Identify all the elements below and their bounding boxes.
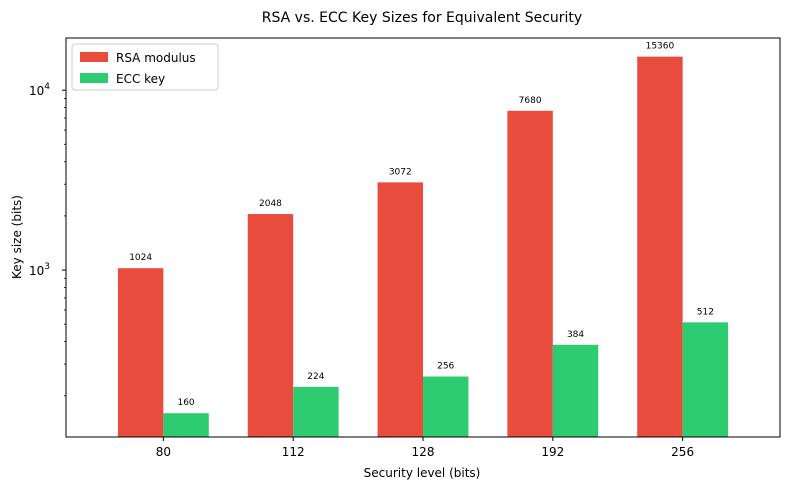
x-tick-label: 256 (671, 445, 694, 459)
plot-area: 1024 2048 3072 7680 15360 160 224 256 384 512 80 11… (29, 37, 781, 459)
legend-swatch (80, 73, 108, 83)
legend: RSA modulus ECC key (71, 43, 219, 91)
y-tick-label: 104 (29, 82, 50, 98)
bar-value-label: 256 (437, 361, 454, 371)
bar-value-label: 15360 (646, 42, 675, 52)
bar-value-label: 512 (697, 307, 714, 317)
bar-value-label: 224 (307, 372, 324, 382)
bar-value-label: 7680 (519, 96, 542, 106)
bar-rsa-modulus-112 (247, 214, 294, 437)
legend-label: ECC key (116, 72, 165, 86)
x-tick-label: 192 (541, 445, 564, 459)
x-axis-label: Security level (bits) (364, 466, 481, 480)
chart-title: RSA vs. ECC Key Sizes for Equivalent Sec… (262, 10, 582, 26)
bar-rsa-modulus-256 (637, 56, 683, 438)
x-tick-label: 80 (156, 445, 171, 459)
bar-value-label: 384 (567, 330, 584, 340)
bar-value-label: 3072 (389, 167, 412, 177)
bar-ecc-key-112 (293, 386, 339, 437)
bar-value-label: 2048 (259, 199, 282, 209)
bar-value-label: 160 (177, 398, 194, 408)
bar-ecc-key-192 (552, 344, 599, 437)
bar-ecc-key-256 (682, 322, 729, 437)
bar-rsa-modulus-192 (507, 110, 553, 437)
y-tick-label: 103 (29, 262, 50, 278)
y-axis-label: Key size (bits) (10, 195, 24, 279)
legend-box (71, 43, 219, 91)
bar-ecc-key-128 (423, 376, 469, 437)
bar-rsa-modulus-80 (117, 268, 164, 437)
bar-value-label: 1024 (129, 253, 152, 263)
bar-rsa-modulus-128 (377, 182, 423, 437)
legend-swatch (80, 52, 108, 62)
x-tick-label: 128 (412, 445, 435, 459)
bar-ecc-key-80 (163, 413, 209, 437)
legend-label: RSA modulus (116, 51, 196, 65)
x-tick-label: 112 (282, 445, 305, 459)
